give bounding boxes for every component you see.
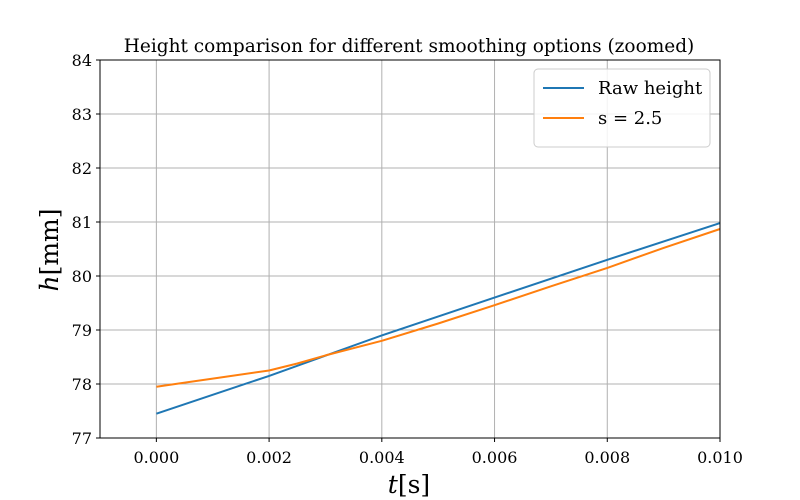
y-tick-label: 81 <box>72 213 92 232</box>
y-tick-label: 77 <box>72 429 92 448</box>
chart-title: Height comparison for different smoothin… <box>124 36 695 57</box>
series-line-0 <box>156 222 721 415</box>
series-lines <box>156 222 721 415</box>
y-axis-label: h[mm] <box>35 208 64 291</box>
y-tick-label: 80 <box>72 267 92 286</box>
y-tick-label: 83 <box>72 105 92 124</box>
legend: Raw height s = 2.5 <box>533 68 711 148</box>
y-tick-label: 78 <box>72 375 92 394</box>
x-tick-label: 0.008 <box>584 448 630 467</box>
y-axis-variable: h <box>35 275 64 291</box>
y-tick-label: 82 <box>72 159 92 178</box>
x-tick-label: 0.004 <box>359 448 405 467</box>
y-axis-unit: [mm] <box>35 208 64 275</box>
x-tick-label: 0.002 <box>246 448 292 467</box>
x-tick-label: 0.010 <box>697 448 743 467</box>
legend-label: s = 2.5 <box>598 108 662 129</box>
series-line-1 <box>156 228 721 388</box>
x-tick-label: 0.006 <box>472 448 518 467</box>
y-tick-label: 84 <box>72 51 92 70</box>
x-axis-label: t[s] <box>388 470 430 499</box>
x-axis-unit: [s] <box>398 470 430 499</box>
legend-label: Raw height <box>598 78 703 99</box>
x-axis-variable: t <box>388 470 399 499</box>
y-tick-label: 79 <box>72 321 92 340</box>
axis-ticks: 0.000 0.002 0.004 0.006 0.008 0.010 77 78 79 80 81… <box>72 51 743 467</box>
plot-frame <box>99 59 721 439</box>
x-tick-label: 0.000 <box>133 448 179 467</box>
